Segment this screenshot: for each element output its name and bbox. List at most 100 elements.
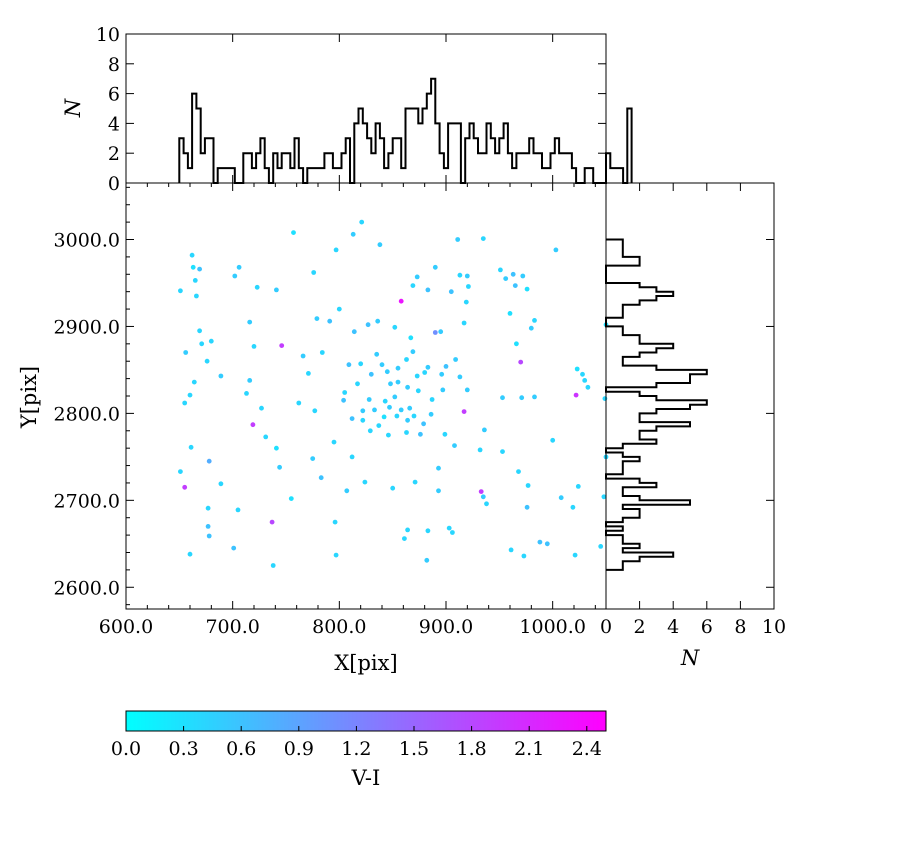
scatter-point [570,504,576,510]
top-histogram-ticks: 0 2 4 6 8 10 [96,24,606,195]
scatter-point [190,264,196,270]
scatter-point [457,374,463,380]
scatter-point [521,553,527,559]
scatter-point [247,378,253,383]
scatter-point [422,370,428,375]
colorbar-label: V-I [351,766,381,790]
scatter-point [251,344,257,349]
scatter-point [508,547,514,553]
scatter-ytick-label: 2800.0 [54,403,120,425]
scatter-point [236,264,242,270]
scatter-point [580,371,585,377]
scatter-point [199,341,205,347]
scatter-point [407,405,413,411]
scatter-panel: 600.0 700.0 800.0 900.0 1000.0 2600.0 2700.0 28… [17,182,609,675]
scatter-point [279,343,285,348]
scatter-point [311,270,317,275]
scatter-point [544,541,550,547]
scatter-point [351,329,357,335]
scatter-point [358,361,364,367]
scatter-point [414,274,420,280]
scatter-point [204,358,210,364]
scatter-point [382,398,388,404]
scatter-point [466,284,471,289]
top-histogram-bars [178,77,633,184]
scatter-point [436,465,441,471]
scatter-point [519,395,525,401]
scatter-point [500,449,505,454]
scatter-point [598,544,604,549]
scatter-point [250,422,256,428]
scatter-point [418,431,423,437]
scatter-point [405,417,410,423]
scatter-point [362,479,368,485]
scatter-point [574,366,580,372]
scatter-point [500,395,505,401]
scatter-point [366,397,372,402]
scatter-point [558,495,564,501]
colorbar-tick-label: 1.5 [399,738,429,760]
scatter-point [582,378,588,383]
scatter-point [332,519,338,525]
scatter-point [402,536,407,541]
scatter-point [573,392,579,398]
scatter-point [367,428,373,434]
scatter-ylabel: Y[pix] [17,366,41,429]
scatter-point [446,525,452,531]
scatter-point [296,400,302,406]
scatter-xtick-label: 900.0 [419,616,473,638]
scatter-point [372,407,377,413]
scatter-point [395,379,401,385]
right-histogram-bars [605,238,708,571]
scatter-point [442,431,448,437]
scatter-point [232,273,238,279]
scatter-point [247,319,253,325]
scatter-point [412,479,418,485]
scatter-point [428,411,434,417]
scatter-point [461,409,467,414]
scatter-point [388,381,393,387]
scatter-point [438,329,444,335]
scatter-point [398,407,404,413]
scatter-point [432,330,438,335]
scatter-point [455,237,461,242]
scatter-point [425,528,431,534]
scatter-point [429,397,435,402]
colorbar-ticks: 0.0 0.3 0.6 0.9 1.2 1.5 1.8 2.1 2.4 [111,726,602,760]
scatter-point [379,362,385,368]
scatter-point [318,475,324,481]
scatter-point [392,394,398,400]
scatter-point [312,408,318,414]
scatter-point [439,371,445,377]
top-hist-ytick-label: 8 [108,54,120,76]
scatter-point [375,318,381,324]
scatter-point [194,293,199,299]
scatter-point [514,341,519,347]
scatter-point [464,273,470,279]
scatter-point [443,364,449,369]
scatter-point [333,247,339,253]
scatter-point [182,484,188,490]
scatter-ytick-label: 2700.0 [54,490,120,512]
colorbar: 0.0 0.3 0.6 0.9 1.2 1.5 1.8 2.1 2.4 V-I [111,710,607,790]
scatter-point [263,434,269,440]
scatter-point [277,464,282,470]
colorbar-tick-label: 1.8 [456,738,486,760]
scatter-point [376,423,382,428]
scatter-point [452,443,457,448]
scatter-point [532,318,537,323]
colorbar-tick-label: 0.0 [111,738,141,760]
scatter-point [528,325,534,331]
scatter-point [450,530,455,535]
scatter-point [349,416,355,421]
right-histogram-ticks: 0 2 4 6 8 10 [600,183,786,638]
scatter-point [410,349,416,355]
scatter-point [365,322,371,328]
scatter-point [478,489,484,494]
top-histogram-panel: 0 2 4 6 8 10 N [61,24,633,195]
scatter-point [408,335,414,341]
scatter-point [415,388,421,394]
scatter-point [254,284,260,290]
scatter-point [208,338,214,344]
